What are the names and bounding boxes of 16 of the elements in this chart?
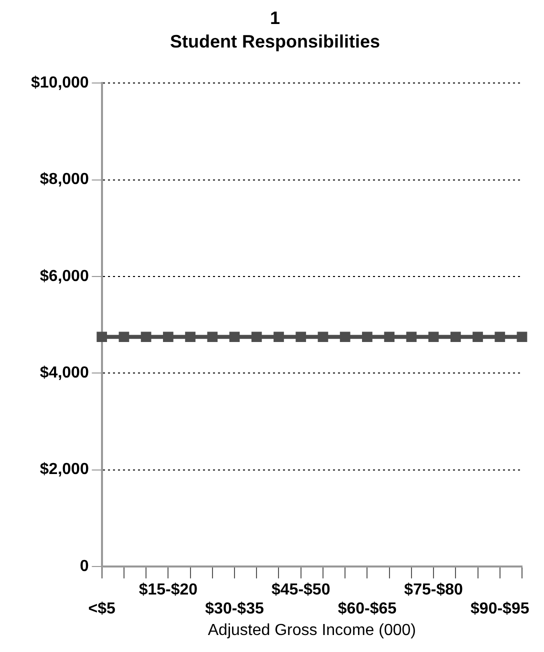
x-axis-title: Adjusted Gross Income (000) — [208, 622, 416, 639]
x-tick-label: $90-$95 — [470, 600, 530, 618]
x-tick-label: $15-$20 — [138, 581, 198, 598]
x-tick-label: $30-$35 — [205, 600, 264, 618]
y-tick-label: $2,000 — [40, 461, 89, 478]
y-tick-label: $4,000 — [40, 364, 89, 382]
y-tick-label: $6,000 — [40, 268, 89, 285]
y-tick-label: 0 — [80, 558, 89, 575]
chart-subtitle: Student Responsibilities — [170, 31, 380, 52]
y-tick-label: $8,000 — [40, 171, 89, 188]
x-tick-label: $60-$65 — [338, 600, 397, 618]
x-tick-label: <$5 — [88, 600, 116, 618]
chart-title: 1 — [270, 8, 280, 28]
y-tick-label: $10,000 — [30, 74, 89, 92]
x-tick-label: $45-$50 — [272, 581, 330, 598]
x-tick-label: $75-$80 — [404, 581, 464, 598]
